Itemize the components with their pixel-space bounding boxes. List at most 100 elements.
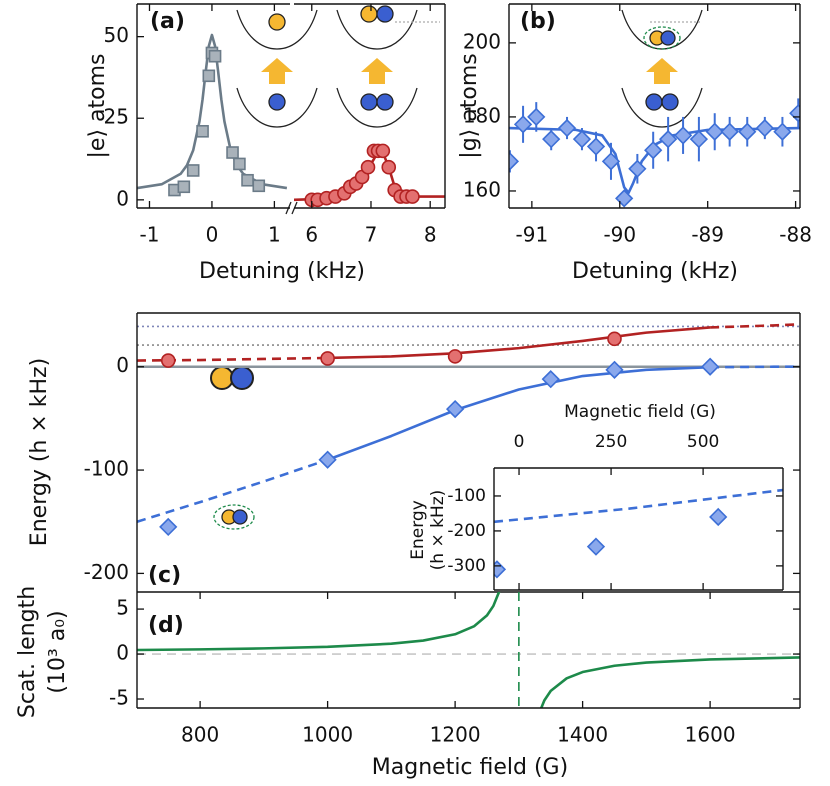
y-tick-label: 180	[463, 103, 501, 127]
atom	[645, 93, 663, 111]
marker	[202, 69, 216, 83]
x-axis-label: Magnetic field (G)	[564, 402, 716, 422]
y-axis-label: Energy	[408, 500, 428, 560]
atom	[268, 13, 286, 31]
x-tick-label: -91	[516, 223, 549, 247]
marker	[252, 179, 266, 193]
marker	[381, 159, 397, 175]
marker	[773, 122, 792, 141]
y-axis-label: (h × kHz)	[428, 490, 448, 571]
panel-label: (d)	[148, 613, 184, 638]
marker	[196, 124, 209, 138]
marker	[233, 157, 246, 171]
marker	[705, 122, 724, 141]
y-tick-label: 50	[104, 23, 129, 47]
marker	[557, 118, 577, 138]
marker	[689, 130, 709, 149]
marker	[186, 164, 200, 177]
trap	[236, 87, 318, 128]
marker	[755, 118, 774, 138]
y-axis-label: (10³ a₀)	[45, 610, 70, 693]
x-tick-label: -88	[779, 223, 812, 247]
trap	[336, 87, 418, 128]
y-tick-label: 5	[116, 596, 129, 620]
y-axis-label: Scat. length	[15, 586, 40, 718]
marker	[320, 351, 335, 366]
marker	[527, 107, 546, 127]
atom	[268, 93, 286, 111]
fit-line	[327, 365, 711, 461]
x-tick-label: 0	[206, 223, 219, 247]
plot-area	[494, 488, 783, 579]
labels: (a) (b) (c) (d) |e⟩ atoms |g⟩ atoms Ener…	[15, 9, 738, 780]
atom	[660, 30, 676, 46]
x-tick-label: 1600	[685, 723, 736, 747]
arrow	[361, 58, 393, 84]
plot-area	[294, 143, 445, 208]
y-tick-label: 0	[116, 353, 129, 377]
plot-area	[509, 98, 800, 208]
x-tick-label: 7	[365, 223, 378, 247]
panel: 800 1000 1200 1400 1600 -5 0 5	[109, 592, 801, 747]
panel-label: (b)	[520, 9, 556, 34]
y-tick-label: 0	[116, 186, 129, 210]
atom	[210, 366, 234, 390]
x-tick-label: 6	[305, 223, 318, 247]
y-axis-label: Energy (h × kHz)	[27, 358, 52, 546]
panel: -91 -90 -89 -88 160 180 200	[463, 3, 812, 247]
atom	[232, 509, 248, 525]
molecule-outline	[643, 26, 681, 50]
x-tick-label: 8	[424, 223, 437, 247]
marker	[177, 180, 191, 194]
x-axis-label: Detuning (kHz)	[199, 259, 365, 284]
x-tick-label: 1400	[557, 723, 608, 747]
fit-line	[710, 323, 800, 329]
marker	[644, 141, 663, 160]
marker	[586, 537, 606, 556]
marker	[159, 517, 178, 537]
marker	[572, 130, 592, 149]
plot-area	[137, 323, 800, 537]
marker	[673, 126, 693, 145]
atom	[360, 5, 378, 23]
marker	[513, 115, 533, 134]
marker	[208, 49, 222, 63]
panel: 0 250 500 -300 -200 -100	[447, 432, 784, 591]
trap	[336, 9, 418, 50]
arrow	[646, 58, 678, 84]
fit-line	[137, 458, 329, 523]
x-tick-label: 1200	[430, 723, 481, 747]
molecule-outline	[213, 504, 255, 530]
marker	[738, 122, 757, 141]
marker	[700, 357, 720, 376]
cartoons	[210, 5, 703, 530]
atom	[376, 93, 394, 111]
marker	[605, 360, 624, 379]
marker	[541, 370, 560, 389]
x-axis-label: Magnetic field (G)	[372, 755, 568, 780]
marker	[658, 130, 678, 149]
y-tick-label: 0	[116, 641, 129, 665]
y-tick-label: -200	[84, 560, 129, 584]
x-tick-label: 0	[514, 432, 525, 452]
x-axis-label: Detuning (kHz)	[572, 259, 738, 284]
marker	[360, 159, 376, 175]
marker	[789, 104, 800, 123]
marker	[720, 122, 739, 141]
trap	[621, 87, 703, 128]
marker	[375, 143, 391, 159]
atom	[230, 366, 254, 390]
panel-label: (a)	[150, 9, 185, 34]
y-tick-label: -300	[447, 556, 486, 576]
marker	[447, 349, 463, 364]
trap	[236, 9, 318, 50]
marker	[628, 159, 647, 178]
y-tick-label: 25	[104, 105, 129, 129]
atom	[360, 93, 378, 111]
x-tick-label: 250	[595, 432, 627, 452]
y-axis-label: |e⟩ atoms	[85, 54, 110, 159]
marker	[445, 399, 465, 419]
y-tick-label: -100	[447, 486, 486, 506]
